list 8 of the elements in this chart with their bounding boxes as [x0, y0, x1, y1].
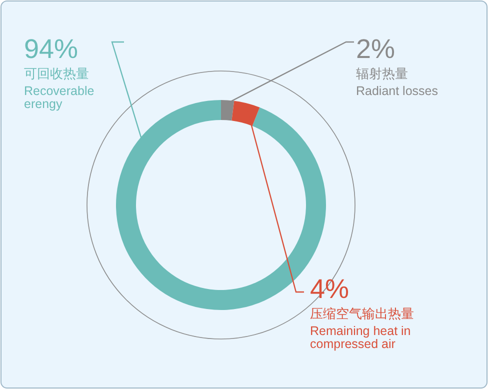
slice-label: 辐射热量	[356, 66, 408, 81]
text: Remaining heat in compressed air	[310, 324, 411, 351]
data-label: 2%	[356, 34, 396, 64]
slice-label: 可回收热量	[24, 66, 89, 81]
text: Recoverable erengy	[24, 84, 94, 111]
slice-label: 压缩空气输出热量	[310, 306, 414, 321]
data-label: 94%	[24, 34, 78, 64]
text: Radiant losses	[356, 84, 438, 98]
